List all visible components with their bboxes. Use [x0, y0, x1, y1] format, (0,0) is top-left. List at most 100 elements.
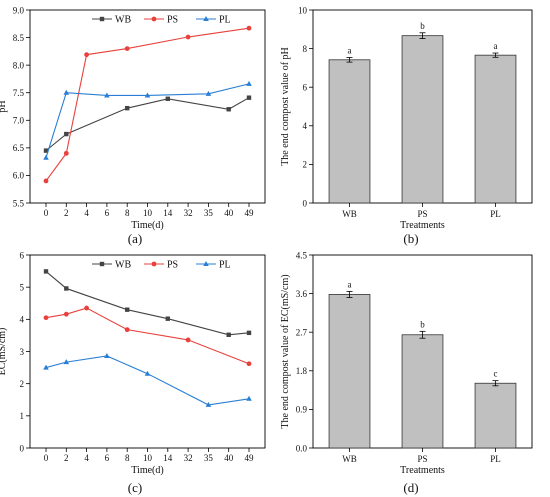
bar-wb	[328, 294, 371, 449]
chart-a-line-ph: 5.5 6.0 6.5 7.0 7.5 8.0 8.5 9.0 pH Time(d) 0 2 4 6 8 10…	[0, 5, 266, 231]
data-point-ps-1	[63, 311, 69, 317]
x-axis-label: Time(d)	[131, 220, 163, 231]
panel-label-b: (b)	[403, 231, 418, 246]
y-tick-label: 8.0	[13, 60, 25, 70]
x-tick-label: 40	[224, 453, 234, 463]
x-tick-label: PL	[490, 209, 501, 219]
data-point-wb-0	[43, 269, 49, 274]
data-point-ps-legend	[151, 16, 157, 22]
x-tick-label: 4	[84, 453, 89, 463]
legend-label: WB	[115, 260, 131, 271]
x-tick-label: WB	[342, 209, 357, 219]
data-point-wb-1	[64, 286, 69, 291]
significance-letter: a	[348, 279, 352, 289]
x-tick-label: 2	[64, 453, 69, 463]
y-tick-label: 0	[20, 443, 25, 453]
series-line-ps	[45, 27, 250, 182]
significance-letter: b	[420, 21, 425, 31]
chart-d-bar-ec: 0.0 0.9 1.8 2.7 3.6 4.5 The end compost value …	[280, 250, 533, 476]
data-point-wb-5	[246, 95, 252, 100]
y-tick-label: 4	[20, 315, 25, 325]
data-point-wb-legend	[99, 16, 105, 22]
x-tick-label: WB	[342, 454, 357, 464]
data-point-wb-2	[125, 307, 130, 312]
data-point-pl-3	[144, 370, 151, 376]
y-tick-label: 0	[303, 198, 308, 208]
data-point-wb-legend	[99, 261, 105, 267]
bar-pl	[474, 54, 517, 204]
x-tick-label: 0	[44, 453, 49, 463]
x-tick-label: PS	[417, 454, 427, 464]
legend-item-ps: PS	[144, 260, 178, 271]
data-point-ps-4	[185, 337, 191, 343]
significance-letter: a	[348, 45, 352, 55]
legend-label: PS	[167, 260, 178, 271]
y-tick-label: 6.0	[13, 171, 25, 181]
series-line-ps	[45, 307, 250, 365]
plot-frame	[29, 9, 266, 204]
data-point-wb-3	[165, 316, 170, 321]
series-line-pl	[45, 355, 250, 406]
data-point-pl-4	[205, 90, 212, 96]
x-tick-label: 14	[163, 208, 173, 218]
panel-label-d: (d)	[403, 480, 418, 495]
x-tick-label: 32	[184, 208, 193, 218]
data-point-pl-1	[63, 89, 70, 95]
y-axis-label: EC(mS/cm)	[0, 328, 8, 376]
y-tick-label: 1.8	[296, 366, 308, 376]
legend-item-ps: PS	[144, 15, 178, 26]
y-tick-label: 6.5	[13, 143, 25, 153]
y-tick-label: 3	[20, 347, 25, 357]
data-point-ps-4	[185, 34, 191, 40]
x-tick-label: 8	[125, 453, 130, 463]
y-axis-label: The end compost value of pH	[280, 47, 291, 166]
data-point-pl-2	[104, 353, 110, 359]
x-tick-label: 32	[184, 453, 193, 463]
legend-label: PL	[219, 260, 231, 271]
data-point-pl-legend	[203, 16, 209, 21]
significance-letter: b	[420, 319, 425, 329]
legend-item-pl: PL	[196, 260, 231, 271]
x-tick-label: PS	[417, 209, 427, 219]
data-point-ps-1	[63, 150, 69, 156]
y-axis-label: pH	[0, 100, 8, 112]
x-tick-label: PL	[490, 454, 501, 464]
y-tick-label: 2.7	[296, 328, 308, 338]
y-axis-label: The end compost value of EC(mS/cm)	[280, 274, 291, 428]
data-point-pl-2	[104, 92, 110, 98]
y-tick-label: 2	[20, 379, 25, 389]
data-point-pl-0	[43, 364, 49, 370]
panel-label-c: (c)	[128, 480, 142, 495]
data-point-pl-5	[246, 80, 252, 86]
y-tick-label: 7.5	[13, 88, 25, 98]
x-tick-label: 49	[245, 453, 255, 463]
bar-ps	[401, 35, 444, 204]
legend-item-wb: WB	[92, 260, 131, 271]
y-tick-label: 1	[20, 411, 25, 421]
legend-item-pl: PL	[196, 15, 231, 26]
chart-b-bar-ph: 0 2 4 6 8 10 The end compost value of pH Treatm…	[280, 5, 533, 231]
data-point-wb-5	[246, 330, 252, 336]
data-point-pl-3	[144, 92, 151, 98]
y-tick-label: 9.0	[13, 5, 25, 15]
x-tick-label: 35	[204, 208, 214, 218]
legend-label: PS	[167, 15, 178, 26]
data-point-ps-5	[246, 361, 252, 367]
series-line-wb	[45, 97, 250, 152]
significance-letter: c	[494, 369, 498, 379]
data-point-ps-2	[84, 52, 89, 58]
data-point-wb-1	[64, 131, 69, 137]
x-tick-label: 2	[64, 208, 69, 218]
data-point-ps-legend	[151, 261, 157, 267]
x-axis-label: Treatments	[400, 220, 445, 231]
data-point-pl-1	[63, 359, 70, 365]
x-tick-label: 4	[84, 208, 89, 218]
data-point-ps-0	[43, 315, 49, 321]
x-tick-label: 14	[163, 453, 173, 463]
y-tick-label: 5.5	[13, 198, 25, 208]
x-tick-label: 0	[44, 208, 49, 218]
x-tick-label: 8	[125, 208, 130, 218]
x-tick-label: 49	[245, 208, 255, 218]
panel-label-a: (a)	[128, 231, 142, 246]
legend-label: PL	[219, 15, 231, 26]
